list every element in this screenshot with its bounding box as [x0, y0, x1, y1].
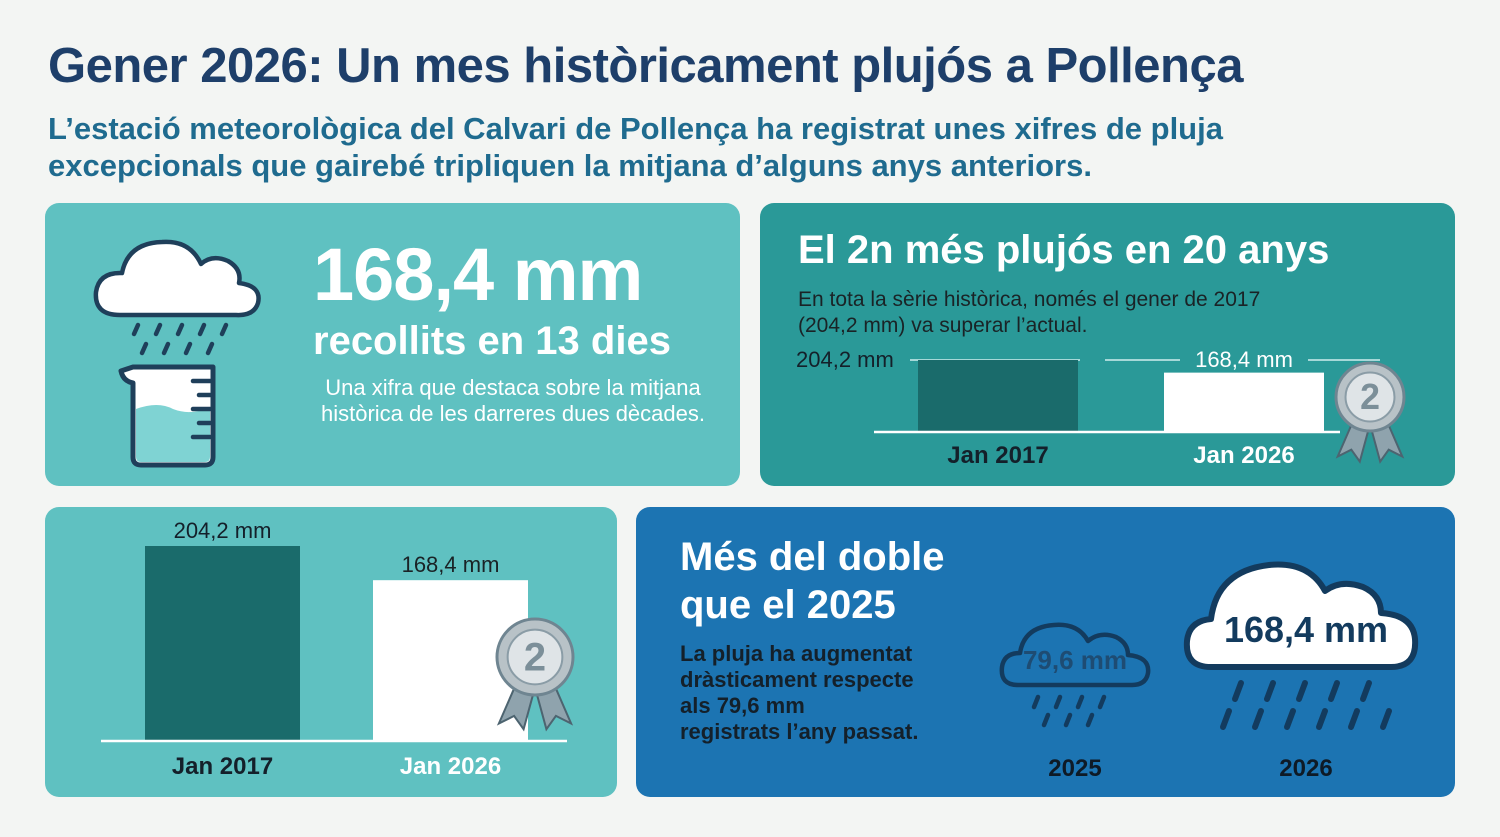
- silver-medal-icon: 2: [1334, 361, 1406, 464]
- ranking-bar-jan-2017: [918, 360, 1078, 432]
- bar-value-label: 204,2 mm: [174, 518, 272, 543]
- cloud-2026-year: 2026: [1279, 755, 1333, 782]
- page-subtitle: L’estació meteorològica del Calvari de P…: [48, 110, 1468, 184]
- ranking-card: El 2n més plujós en 20 anys En tota la s…: [760, 203, 1455, 486]
- cloud-2025-year: 2025: [1048, 755, 1102, 782]
- double-heading-line-2: que el 2025: [680, 583, 896, 627]
- ranking-heading: El 2n més plujós en 20 anys: [798, 228, 1330, 272]
- rain-cloud-2026-icon: [1183, 561, 1419, 730]
- ranking-value-label: 168,4 mm: [1195, 347, 1293, 372]
- ranking-category-label: Jan 2026: [1193, 442, 1294, 469]
- double-description: La pluja ha augmentat dràsticament respe…: [680, 641, 918, 745]
- ranking-description-line-2: (204,2 mm) va superar l’actual.: [798, 314, 1088, 337]
- silver-medal-icon: 2: [495, 617, 575, 732]
- ranking-bar-jan-2026: [1164, 372, 1324, 432]
- comparison-card: 204,2 mm Jan 2017 168,4 mm Jan 2026 2: [45, 507, 617, 797]
- bar-category-label: Jan 2026: [400, 753, 501, 780]
- bar-value-label: 168,4 mm: [402, 552, 500, 577]
- ranking-description: En tota la sèrie històrica, només el gen…: [798, 287, 1260, 339]
- subtitle-line-2: excepcionals que gairebé tripliquen la m…: [48, 148, 1092, 183]
- double-description-line-2: dràsticament respecte: [680, 667, 914, 692]
- cloud-2026-value: 168,4 mm: [1223, 609, 1389, 650]
- bar-jan-2017: [145, 546, 300, 741]
- comparison-bar-chart: 204,2 mm Jan 2017 168,4 mm Jan 2026 2: [101, 518, 575, 780]
- double-heading: Més del doble que el 2025: [680, 533, 945, 629]
- double-description-line-1: La pluja ha augmentat: [680, 641, 913, 666]
- double-description-line-3: als 79,6 mm: [680, 693, 805, 718]
- rainfall-description-line-2: històrica de les darreres dues dècades.: [321, 401, 705, 426]
- rainfall-total-card: 168,4 mm recollits en 13 dies Una xifra …: [45, 203, 740, 486]
- rainfall-days: recollits en 13 dies: [313, 319, 671, 363]
- ranking-value-label: 204,2 mm: [796, 347, 894, 372]
- rainfall-description: Una xifra que destaca sobre la mitjana h…: [313, 375, 713, 427]
- rain-cloud-icon: [93, 239, 261, 356]
- rainfall-description-line-1: Una xifra que destaca sobre la mitjana: [325, 375, 701, 400]
- subtitle-line-1: L’estació meteorològica del Calvari de P…: [48, 111, 1223, 146]
- ranking-description-line-1: En tota la sèrie històrica, només el gen…: [798, 288, 1261, 311]
- double-rain-card: Més del doble que el 2025 La pluja ha au…: [636, 507, 1455, 797]
- cloud-2025-value: 79,6 mm: [1022, 645, 1128, 675]
- double-description-line-4: registrats l’any passat.: [680, 719, 919, 744]
- bar-category-label: Jan 2017: [172, 753, 273, 780]
- rain-cloud-2025-icon: [999, 622, 1151, 728]
- double-heading-line-1: Més del doble: [680, 535, 945, 579]
- rainfall-value: 168,4 mm: [313, 233, 643, 316]
- ranking-bar-chart: Jan 2017 Jan 2026 204,2 mm 168,4 mm 2: [796, 347, 1406, 469]
- medal-rank: 2: [1360, 377, 1380, 417]
- measuring-beaker-icon: [118, 364, 216, 468]
- page-title: Gener 2026: Un mes històricament plujós …: [48, 39, 1243, 93]
- medal-rank: 2: [524, 636, 546, 680]
- ranking-category-label: Jan 2017: [947, 442, 1048, 469]
